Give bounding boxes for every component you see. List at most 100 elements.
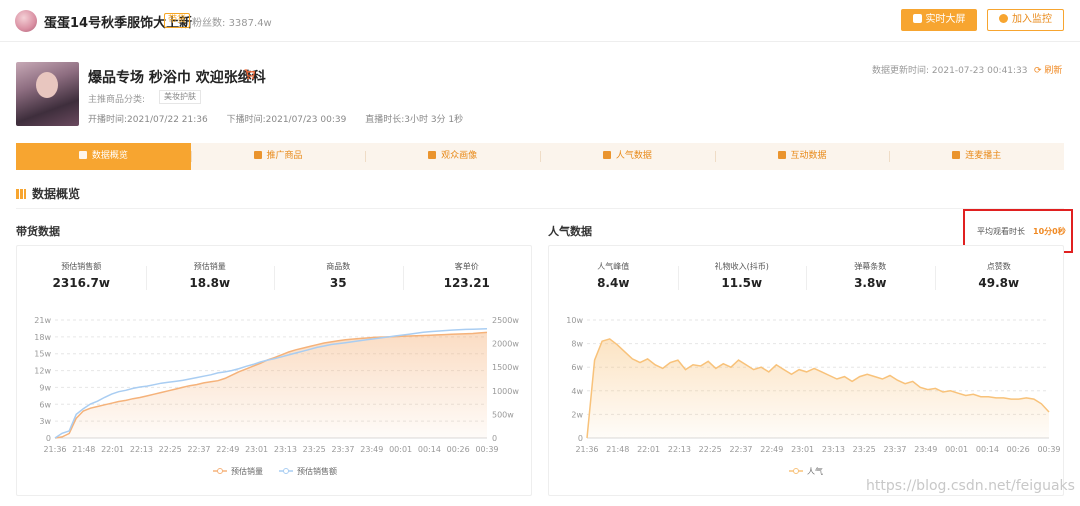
stat-like-count: 点赞数 49.8w — [934, 260, 1064, 296]
stat-value: 2316.7w — [52, 276, 110, 290]
stat-value: 8.4w — [597, 276, 630, 290]
x-tick-label: 22:25 — [699, 445, 722, 454]
tab-promoted-products[interactable]: 推广商品 — [190, 143, 366, 170]
update-time-value: 2021-07-23 00:41:33 — [931, 66, 1028, 76]
stat-unit-price: 客单价 123.21 — [402, 260, 532, 296]
x-tick-label: 23:37 — [331, 445, 354, 454]
y-tick-label: 21w — [34, 316, 51, 325]
x-tick-label: 00:14 — [976, 445, 999, 454]
x-tick-label: 21:36 — [575, 445, 598, 454]
end-time-value: 2021/07/23 00:39 — [265, 115, 347, 125]
stat-danmaku-count: 弹幕条数 3.8w — [806, 260, 935, 296]
monitor-icon — [999, 14, 1008, 23]
y-tick-label: 12w — [34, 367, 51, 376]
tab-label: 互动数据 — [790, 151, 827, 161]
y-tick-label: 0 — [46, 434, 51, 443]
x-tick-label: 23:49 — [914, 445, 937, 454]
stat-label: 预估销售额 — [61, 262, 102, 271]
y-tick-label: 10w — [566, 316, 583, 325]
end-time-label: 下播时间: — [226, 115, 266, 125]
x-tick-label: 23:25 — [303, 445, 326, 454]
series-line — [54, 327, 488, 439]
tab-data-overview[interactable]: 数据概览 — [16, 143, 191, 170]
legend-label: 人气 — [807, 466, 823, 476]
divider — [16, 208, 1064, 209]
x-tick-label: 22:49 — [216, 445, 239, 454]
sales-panel-title: 带货数据 — [16, 225, 60, 238]
x-tick-label: 23:25 — [853, 445, 876, 454]
realtime-dashboard-button[interactable]: 实时大屏 — [901, 9, 977, 31]
stat-label: 点赞数 — [986, 262, 1011, 271]
x-tick-label: 21:48 — [606, 445, 629, 454]
stat-label: 商品数 — [326, 262, 351, 271]
live-title: 爆品专场 秒浴巾 欢迎张继科 — [88, 70, 266, 86]
start-time: 开播时间:2021/07/22 21:36 — [88, 115, 208, 125]
tab-label: 数据概览 — [91, 151, 128, 161]
stat-value: 11.5w — [721, 276, 763, 290]
x-tick-label: 23:01 — [245, 445, 268, 454]
stat-value: 35 — [329, 276, 347, 290]
stat-value: 3.8w — [854, 276, 887, 290]
x-tick-label: 22:13 — [130, 445, 153, 454]
flame-icon — [602, 151, 611, 159]
tab-label: 观众画像 — [441, 151, 478, 161]
co-stream-icon — [952, 151, 961, 159]
stat-label: 客单价 — [454, 262, 479, 271]
avatar[interactable] — [15, 10, 37, 32]
y-tick-label: 3w — [39, 417, 51, 426]
monitor-label: 加入监控 — [1012, 14, 1052, 25]
add-monitor-button[interactable]: 加入监控 — [987, 9, 1064, 31]
x-tick-label: 23:49 — [360, 445, 383, 454]
y-tick-label: 9w — [39, 383, 51, 392]
refresh-label: 刷新 — [1044, 66, 1063, 76]
live-cover-image[interactable] — [16, 62, 79, 126]
stat-value: 18.8w — [189, 276, 231, 290]
tab-co-streamers[interactable]: 连麦播主 — [889, 143, 1064, 170]
live-times: 开播时间:2021/07/22 21:36 下播时间:2021/07/23 00… — [88, 112, 479, 125]
sales-card: 预估销售额 2316.7w 预估销量 18.8w 商品数 35 客单价 123.21 0… — [16, 245, 532, 496]
legend-marker — [283, 468, 289, 474]
stat-label: 人气峰值 — [597, 262, 630, 271]
y2-tick-label: 2500w — [492, 316, 519, 325]
stat-label: 预估销量 — [193, 262, 226, 271]
popularity-panel-title: 人气数据 — [548, 225, 592, 238]
anchor-name[interactable]: 蛋蛋14号秋季服饰大上新 — [44, 16, 193, 31]
tab-label: 推广商品 — [266, 151, 303, 161]
interaction-icon — [777, 151, 786, 159]
x-tick-label: 00:26 — [447, 445, 470, 454]
end-time: 下播时间:2021/07/23 00:39 — [227, 115, 347, 125]
duration: 直播时长:3小时 3分 1秒 — [365, 115, 463, 125]
section-title-text: 数据概览 — [32, 187, 81, 201]
fans-value: 3387.4w — [228, 18, 272, 29]
x-tick-label: 22:25 — [159, 445, 182, 454]
stat-product-count: 商品数 35 — [274, 260, 403, 296]
duration-value: 3小时 3分 1秒 — [404, 115, 464, 125]
refresh-button[interactable]: ⟳ 刷新 — [1034, 63, 1062, 76]
shopping-bag-icon — [253, 151, 262, 159]
popularity-stats: 人气峰值 8.4w 礼物收入(抖币) 11.5w 弹幕条数 3.8w 点赞数 49.8w — [549, 260, 1063, 296]
screen-icon — [912, 14, 922, 23]
x-tick-label: 23:37 — [883, 445, 906, 454]
stat-value: 123.21 — [443, 276, 490, 290]
tab-interaction-data[interactable]: 互动数据 — [714, 143, 890, 170]
sales-stats: 预估销售额 2316.7w 预估销量 18.8w 商品数 35 客单价 123.21 — [17, 260, 531, 296]
y-tick-label: 4w — [571, 387, 583, 396]
sales-line-chart: 0 3w 6w 9w 12w 15w 18w 21w 0 500w 1000w 1500w 2000w 2… — [34, 316, 519, 476]
avg-watch-value: 10分0秒 — [1033, 227, 1066, 236]
y-tick-label: 8w — [571, 340, 583, 349]
y2-tick-label: 1000w — [492, 387, 519, 396]
bar-chart-icon — [16, 189, 26, 199]
start-time-value: 2021/07/22 21:36 — [127, 115, 208, 125]
update-time: 数据更新时间: 2021-07-23 00:41:33 — [872, 63, 1028, 76]
stat-sales-qty: 预估销量 18.8w — [145, 260, 275, 296]
x-tick-label: 00:14 — [418, 445, 441, 454]
x-tick-label: 00:01 — [945, 445, 968, 454]
stat-sales-amount: 预估销售额 2316.7w — [17, 260, 146, 296]
start-time-label: 开播时间: — [88, 115, 128, 125]
stat-value: 49.8w — [978, 276, 1020, 290]
tab-popularity-data[interactable]: 人气数据 — [540, 143, 715, 170]
legend-marker — [793, 468, 799, 474]
duration-label: 直播时长: — [365, 115, 405, 125]
tab-audience-profile[interactable]: 观众画像 — [365, 143, 540, 170]
update-time-label: 数据更新时间: — [872, 66, 930, 76]
